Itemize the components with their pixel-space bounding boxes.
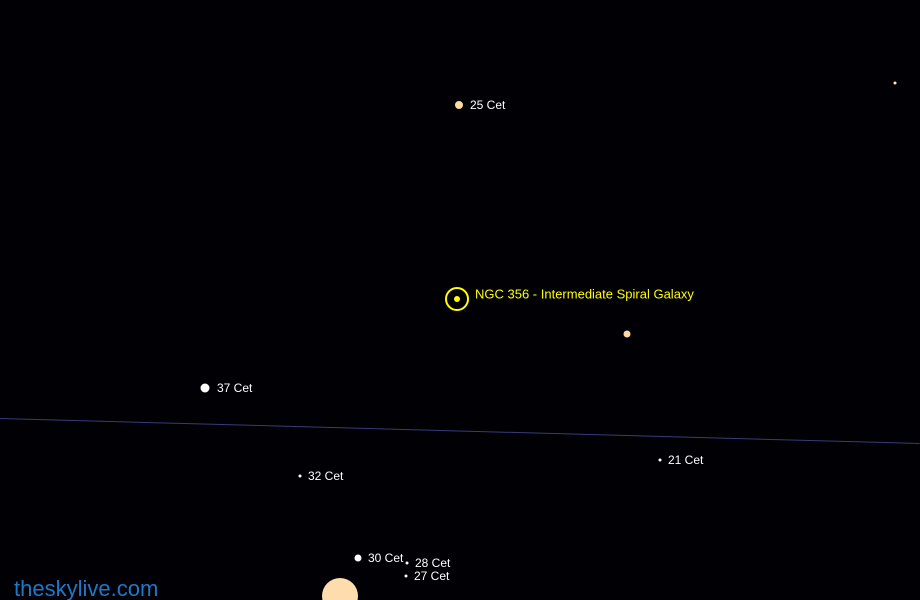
star-27-cet — [405, 575, 408, 578]
star-label-21-cet: 21 Cet — [668, 453, 703, 467]
star-label-25-cet: 25 Cet — [470, 98, 505, 112]
star-label-30-cet: 30 Cet — [368, 551, 403, 565]
watermark: theskylive.com — [14, 576, 158, 600]
star-label-27-cet: 27 Cet — [414, 569, 449, 583]
star-25-cet — [455, 101, 463, 109]
sky-chart: 25 Cet 37 Cet 32 Cet 21 Cet 30 Cet 28 Cet27 C… — [0, 0, 920, 600]
star-unnamed-star-mid — [624, 331, 631, 338]
star-30-cet — [355, 555, 362, 562]
star-37-cet — [201, 384, 210, 393]
star-label-37-cet: 37 Cet — [217, 381, 252, 395]
star-label-28-cet: 28 Cet — [415, 556, 450, 570]
star-21-cet — [659, 459, 662, 462]
star-32-cet — [299, 475, 302, 478]
star-large-star-bottom — [322, 578, 358, 600]
star-28-cet — [406, 562, 409, 565]
star-label-32-cet: 32 Cet — [308, 469, 343, 483]
target-label: NGC 356 - Intermediate Spiral Galaxy — [475, 287, 694, 302]
ecliptic-line — [0, 418, 920, 444]
star-tiny-star-top-right — [894, 82, 897, 85]
target-dot — [454, 296, 460, 302]
